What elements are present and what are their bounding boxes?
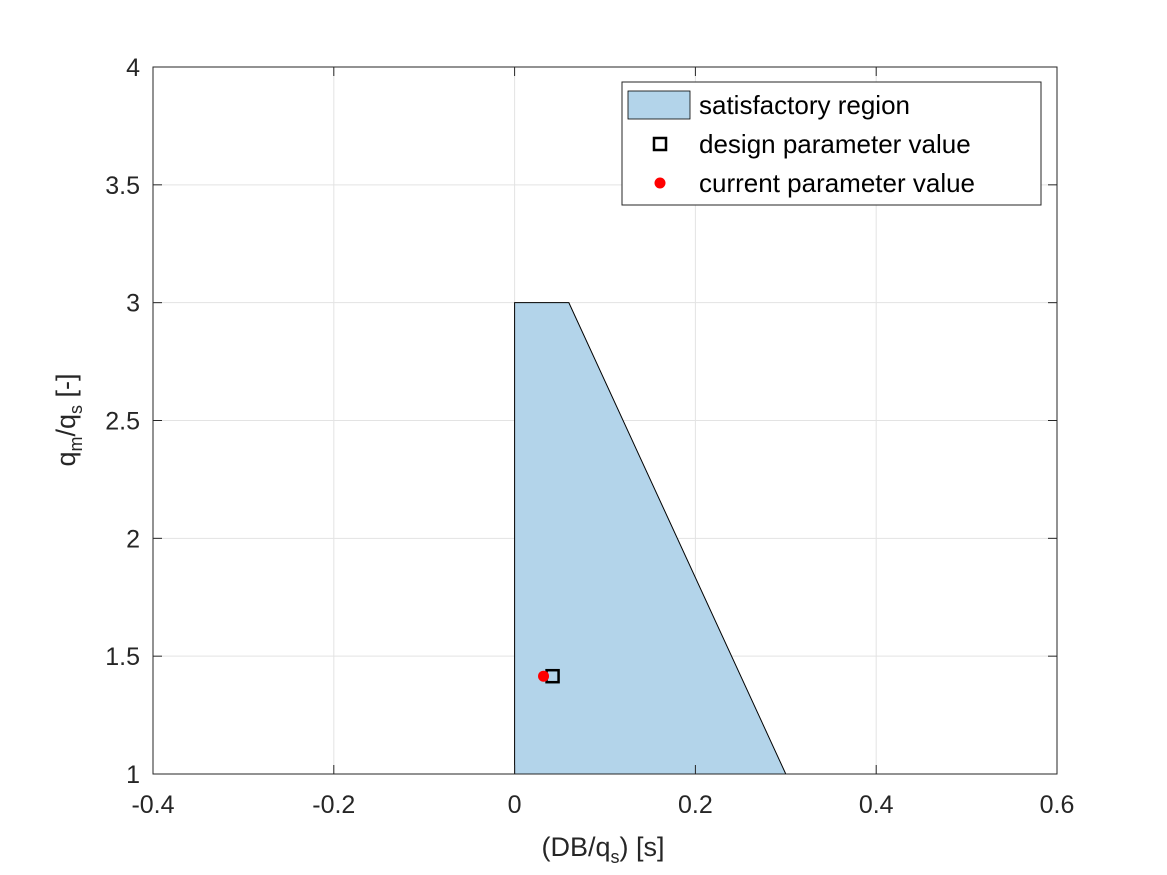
tick-marks	[152, 66, 1058, 775]
y-tick-label: 3	[126, 290, 140, 318]
x-tick-label: 0	[508, 791, 522, 819]
legend-box	[621, 81, 1042, 206]
x-tick-label: 0.4	[859, 791, 894, 819]
legend-label-current-parameter-value: current parameter value	[699, 168, 975, 198]
x-tick-label: -0.2	[312, 791, 355, 819]
legend-swatch-current-parameter-value	[654, 177, 666, 189]
legend-swatch-satisfactory-region	[627, 90, 691, 120]
x-axis-label: (DB/qs) [s]	[541, 832, 664, 867]
legend-label-design-parameter-value: design parameter value	[699, 129, 971, 159]
y-tick-label: 1.5	[105, 643, 140, 671]
x-tick-label: 0.6	[1040, 791, 1075, 819]
y-tick-label: 3.5	[105, 172, 140, 200]
legend-swatch-design-parameter-value	[652, 136, 668, 152]
legend-label-satisfactory-region: satisfactory region	[699, 90, 910, 120]
x-tick-label: -0.4	[131, 791, 174, 819]
y-axis-label: qm/qs [-]	[51, 373, 86, 466]
legend: satisfactory region design parameter val…	[621, 81, 1042, 206]
y-tick-label: 4	[126, 54, 140, 82]
y-tick-label: 2.5	[105, 408, 140, 436]
y-tick-label: 1	[126, 761, 140, 789]
x-tick-labels: -0.4 -0.2 0 0.2 0.4 0.6	[131, 791, 1074, 819]
x-tick-label: 0.2	[678, 791, 713, 819]
y-tick-label: 2	[126, 525, 140, 553]
y-tick-labels: 1 1.5 2 2.5 3 3.5 4	[105, 54, 140, 789]
current-parameter-marker	[538, 670, 550, 682]
